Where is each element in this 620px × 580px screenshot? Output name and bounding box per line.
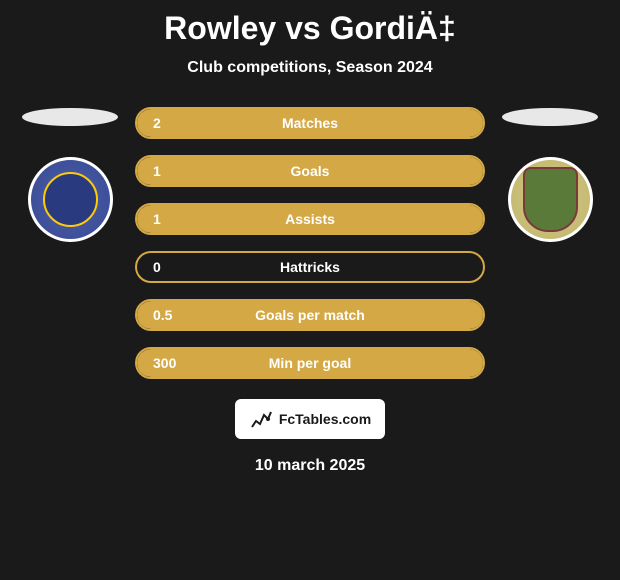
main-container: Rowley vs GordiÄ‡ Club competitions, Sea… [0, 0, 620, 580]
chart-icon [249, 407, 273, 431]
date-label: 10 march 2025 [255, 457, 365, 475]
stats-column: 2 Matches 1 Goals 1 Assists 0 Hattricks … [135, 107, 485, 379]
stat-bar-hattricks: 0 Hattricks [135, 251, 485, 283]
badge-crest-right [523, 167, 578, 232]
page-title: Rowley vs GordiÄ‡ [164, 10, 456, 47]
right-player-col [500, 107, 600, 242]
player-silhouette-left [20, 107, 120, 127]
left-player-col [20, 107, 120, 242]
stat-bar-goals: 1 Goals [135, 155, 485, 187]
player-silhouette-right [500, 107, 600, 127]
stat-bar-min-per-goal: 300 Min per goal [135, 347, 485, 379]
stat-label: Matches [137, 115, 483, 131]
stat-label: Goals per match [137, 307, 483, 323]
stat-bar-assists: 1 Assists [135, 203, 485, 235]
stat-bar-matches: 2 Matches [135, 107, 485, 139]
subtitle: Club competitions, Season 2024 [187, 59, 432, 77]
team-badge-right [508, 157, 593, 242]
badge-crest-left [43, 172, 98, 227]
stat-label: Hattricks [137, 259, 483, 275]
stat-label: Goals [137, 163, 483, 179]
site-logo[interactable]: FcTables.com [235, 399, 385, 439]
stat-bar-goals-per-match: 0.5 Goals per match [135, 299, 485, 331]
team-badge-left [28, 157, 113, 242]
stat-label: Min per goal [137, 355, 483, 371]
stat-label: Assists [137, 211, 483, 227]
logo-text: FcTables.com [279, 411, 371, 427]
comparison-area: 2 Matches 1 Goals 1 Assists 0 Hattricks … [0, 107, 620, 379]
